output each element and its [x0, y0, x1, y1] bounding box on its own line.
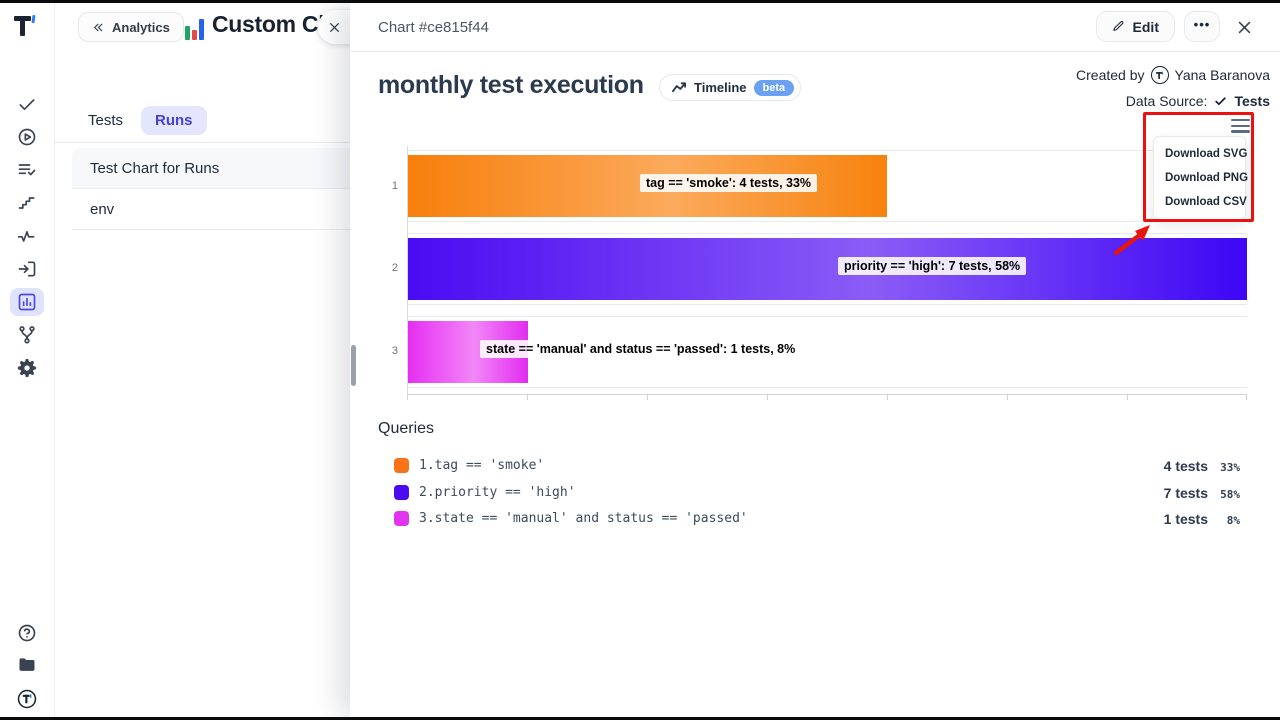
query-row-1: 1.tag == 'smoke': [394, 456, 544, 474]
more-actions-button[interactable]: •••: [1184, 11, 1220, 42]
check-icon: [1215, 96, 1227, 105]
beta-badge: beta: [753, 79, 795, 96]
panel-tabs: Tests Runs: [88, 106, 207, 135]
double-chevron-left-icon: [94, 23, 103, 31]
query-1-index: 1.: [419, 457, 435, 473]
query-3-index: 3.: [419, 510, 435, 526]
modal-close-button[interactable]: [1236, 19, 1253, 36]
query-2-text: priority == 'high': [434, 484, 576, 500]
list-item-env[interactable]: env: [72, 189, 350, 230]
tab-runs[interactable]: Runs: [141, 106, 207, 135]
list-item-test-chart-for-runs[interactable]: Test Chart for Runs: [72, 148, 350, 189]
edit-button[interactable]: Edit: [1095, 11, 1175, 42]
x-axis: [407, 394, 1247, 400]
colored-bar-chart-icon: [185, 14, 207, 40]
timeline-label: Timeline: [694, 80, 747, 95]
close-icon: [330, 22, 339, 32]
bar-label-3: state == 'manual' and status == 'passed'…: [480, 340, 802, 358]
data-source-label: Data Source:: [1125, 93, 1208, 109]
query-3-text: state == 'manual' and status == 'passed': [434, 510, 748, 526]
analytics-bar-chart-icon[interactable]: [10, 288, 44, 316]
query-3-percent: 8%: [1226, 514, 1240, 527]
avatar-logo-icon: [1156, 71, 1164, 79]
vertical-scrollbar[interactable]: [351, 345, 356, 386]
query-2-index: 2.: [419, 484, 435, 500]
query-1-percent: 33%: [1220, 461, 1240, 474]
queries-heading: Queries: [378, 420, 435, 437]
query-row-2: 2.priority == 'high': [394, 483, 576, 501]
y-tick-label-3: 3: [391, 345, 398, 357]
edit-button-label: Edit: [1132, 18, 1159, 35]
modal-header: Chart #ce815f44 Edit •••: [350, 3, 1280, 52]
chart-menu-hamburger-icon[interactable]: [1231, 119, 1250, 133]
query-3-color-swatch: [394, 510, 409, 526]
data-source-row: Data Source: Tests: [1126, 93, 1270, 109]
modal-title: Chart #ce815f44: [378, 19, 489, 36]
menu-item-download-png[interactable]: Download PNG: [1165, 172, 1249, 184]
window-bottom-edge: [0, 717, 1280, 720]
timeline-toggle-button[interactable]: Timeline beta: [659, 74, 802, 101]
branches-git-icon[interactable]: [17, 325, 37, 345]
back-button-label: Analytics: [112, 19, 170, 35]
bar-chart-plot: tag == 'smoke': 4 tests, 33% priority ==…: [407, 146, 1247, 399]
menu-item-download-svg[interactable]: Download SVG: [1165, 148, 1248, 160]
ellipsis-icon: •••: [1193, 16, 1211, 32]
data-source-value: Tests: [1234, 93, 1270, 109]
settings-gear-icon[interactable]: [17, 358, 37, 378]
created-by-row: Created by Yana Baranova: [1076, 66, 1270, 84]
query-2-color-swatch: [394, 484, 409, 500]
query-2-percent: 58%: [1220, 488, 1240, 501]
steps-stairs-icon[interactable]: [17, 193, 37, 213]
pencil-icon: [1112, 21, 1123, 31]
tab-tests[interactable]: Tests: [88, 112, 124, 129]
y-tick-label-2: 2: [391, 262, 398, 274]
query-1-color-swatch: [394, 457, 409, 473]
help-circle-icon[interactable]: [17, 623, 37, 643]
icon-rail: [0, 3, 55, 717]
created-by-name: Yana Baranova: [1174, 67, 1270, 83]
query-2-tests-count: 7 tests: [1163, 485, 1208, 501]
bar-label-2: priority == 'high': 7 tests, 58%: [838, 257, 1027, 275]
back-to-analytics-button[interactable]: Analytics: [78, 12, 184, 42]
window-top-edge: [0, 0, 1280, 3]
import-box-icon[interactable]: [17, 259, 37, 279]
trend-line-icon: [672, 82, 686, 93]
projects-folder-icon[interactable]: [17, 655, 37, 675]
brand-logo-icon[interactable]: [12, 13, 38, 44]
query-row-3: 3.state == 'manual' and status == 'passe…: [394, 509, 748, 527]
menu-item-download-csv[interactable]: Download CSV: [1165, 196, 1247, 208]
plans-list-check-icon[interactable]: [17, 160, 37, 180]
query-1-tests-count: 4 tests: [1163, 458, 1208, 474]
panel-divider: [55, 142, 350, 143]
analytics-panel: Analytics Custom Charts Tests Runs Test …: [55, 3, 372, 717]
user-avatar: [1150, 66, 1169, 84]
y-tick-label-1: 1: [391, 180, 398, 192]
bar-track: [408, 233, 1247, 305]
bar-label-1: tag == 'smoke': 4 tests, 33%: [640, 174, 818, 192]
brand-badge-icon[interactable]: [17, 689, 37, 709]
tests-check-icon[interactable]: [17, 95, 37, 115]
created-by-label: Created by: [1076, 67, 1145, 83]
runs-play-icon[interactable]: [17, 127, 37, 147]
query-1-text: tag == 'smoke': [434, 457, 545, 473]
pulse-activity-icon[interactable]: [17, 226, 37, 246]
query-3-tests-count: 1 tests: [1163, 511, 1208, 527]
download-menu: Download SVG Download PNG Download CSV: [1153, 136, 1249, 220]
close-icon: [1238, 21, 1251, 34]
chart-title: monthly test execution: [378, 71, 644, 99]
chart-list: Test Chart for Runs env: [72, 148, 350, 230]
bar-track: [408, 150, 1247, 222]
bar-priority-high[interactable]: [408, 238, 1247, 300]
